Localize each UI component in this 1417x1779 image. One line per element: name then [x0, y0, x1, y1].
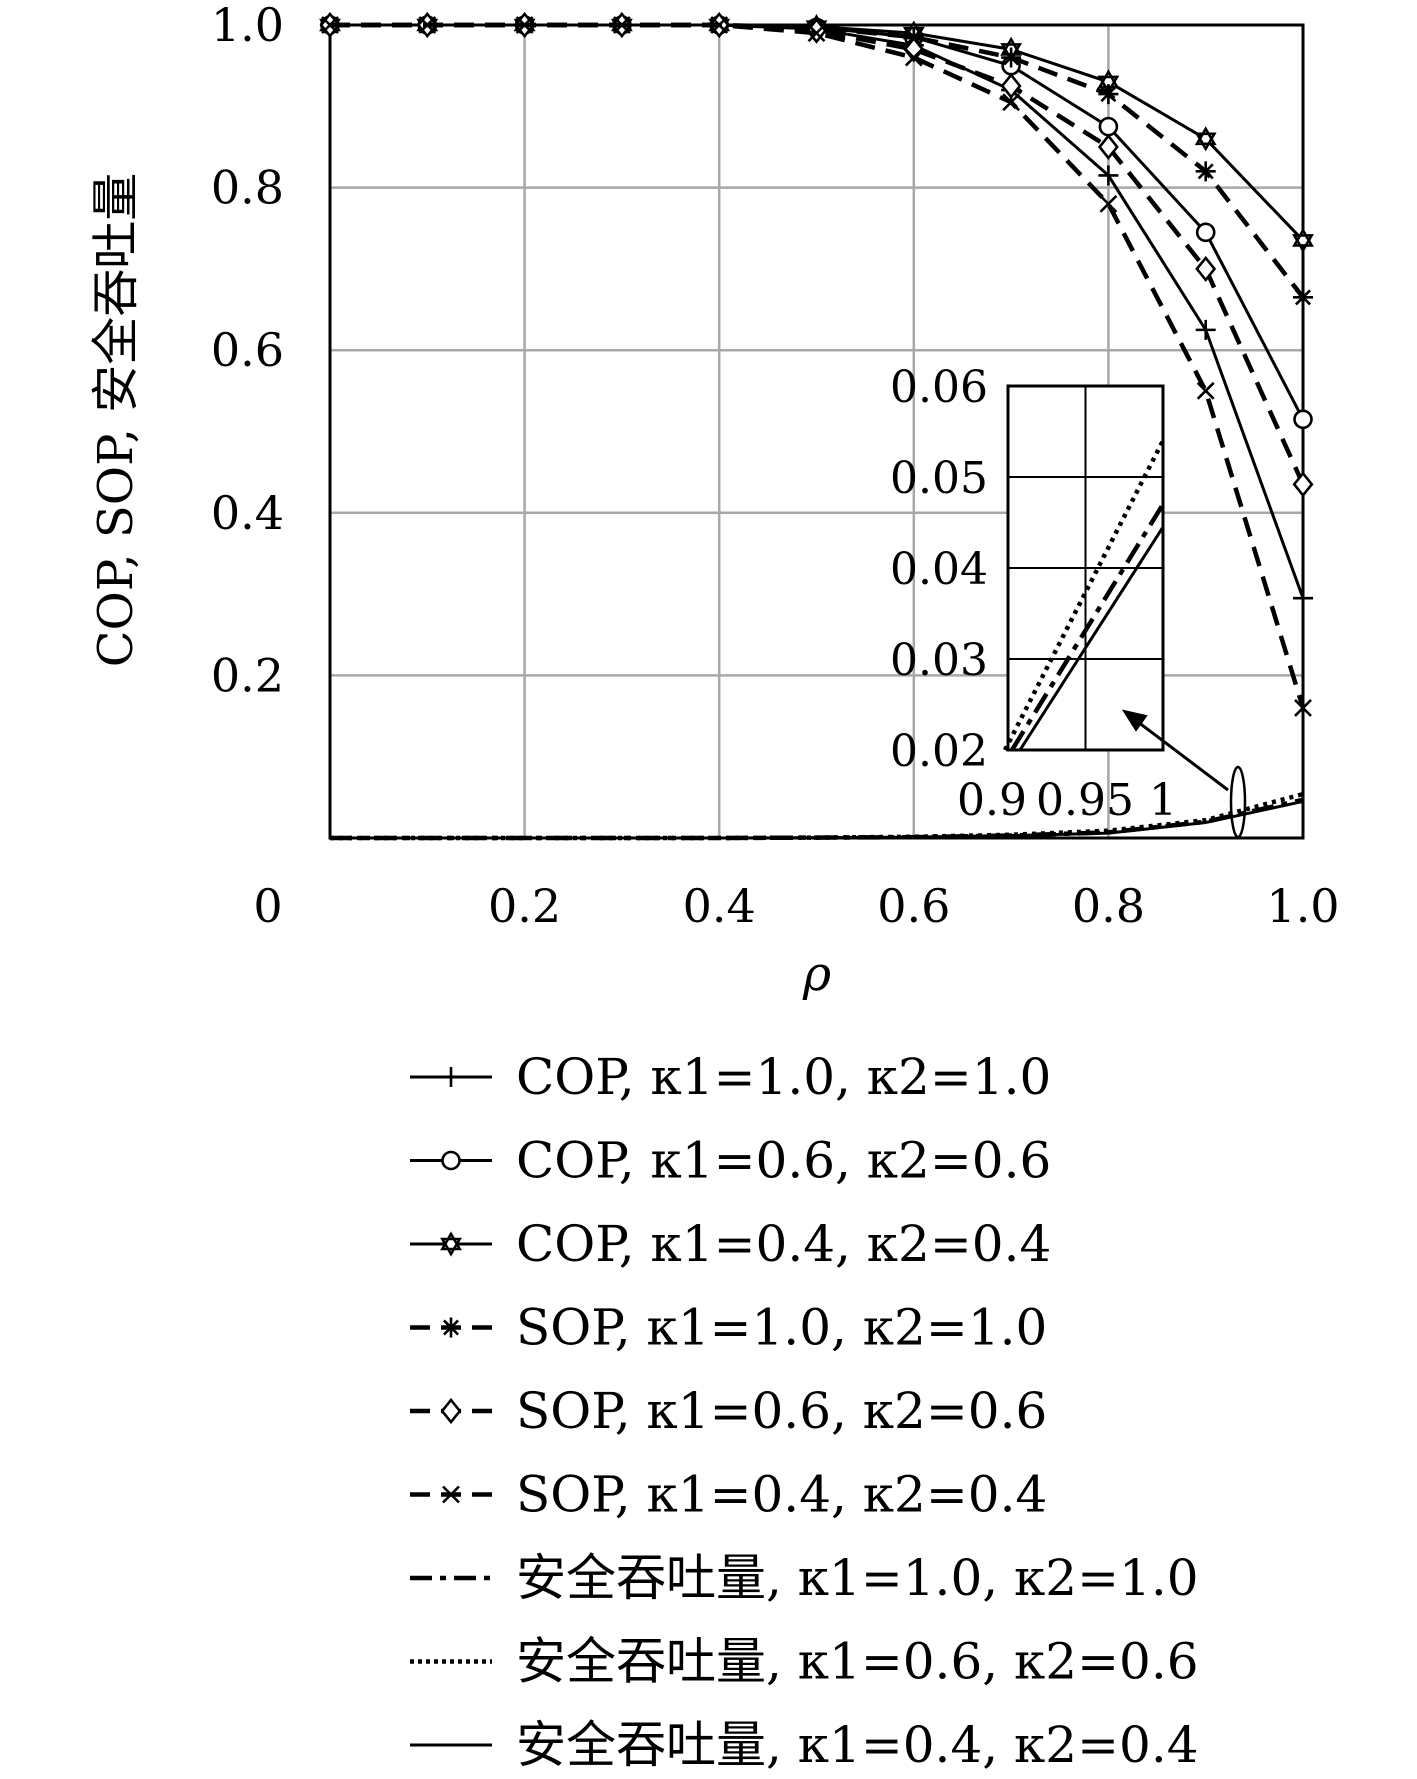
- legend-item: SOP, κ1=0.6, κ2=0.6: [410, 1382, 1047, 1440]
- y-tick-label: 1.0: [211, 0, 284, 52]
- zoom-arrow: [1137, 720, 1229, 792]
- data-point: [1196, 381, 1215, 400]
- y-tick-label: 0.2: [211, 648, 284, 702]
- inset-series-line: [1002, 439, 1166, 752]
- series-line: [330, 23, 1305, 420]
- legend-item: 安全吞吐量, κ1=0.4, κ2=0.4: [410, 1716, 1199, 1774]
- legend-label: COP, κ1=0.4, κ2=0.4: [516, 1215, 1051, 1273]
- data-point: [1098, 84, 1119, 105]
- data-point: [1195, 255, 1217, 282]
- data-point: [1001, 47, 1022, 68]
- legend-label: 安全吞吐量, κ1=0.4, κ2=0.4: [516, 1716, 1199, 1774]
- data-point: [612, 16, 631, 34]
- inset-x-tick-label: 0.9: [957, 775, 1027, 826]
- inset-x-tick-label: 1: [1149, 775, 1177, 826]
- data-point: [1292, 471, 1314, 498]
- x-axis-label: ρ: [802, 946, 831, 1002]
- inset-y-tick-label: 0.02: [890, 726, 988, 777]
- inset-zoom: 0.02 0.03 0.04 0.05 0.06 0.9 0.95 1: [890, 362, 1229, 826]
- inset-y-tick-label: 0.06: [890, 362, 988, 413]
- y-tick-label: 0.8: [211, 161, 284, 215]
- x-tick-label: 1.0: [1266, 879, 1339, 933]
- x-tick-label: 0.2: [488, 879, 561, 933]
- data-point: [440, 1231, 462, 1257]
- legend-label: 安全吞吐量, κ1=1.0, κ2=1.0: [516, 1549, 1199, 1607]
- data-point: [442, 1485, 460, 1504]
- legend-item: 安全吞吐量, κ1=1.0, κ2=1.0: [410, 1549, 1199, 1607]
- data-point: [1292, 227, 1314, 254]
- data-point: [904, 48, 923, 67]
- data-point: [1293, 588, 1313, 609]
- data-point: [441, 1150, 461, 1171]
- zoom-ellipse: [1229, 765, 1247, 839]
- legend-label: SOP, κ1=0.4, κ2=0.4: [516, 1466, 1047, 1524]
- x-tick-label: 0.6: [877, 879, 950, 933]
- legend-label: SOP, κ1=1.0, κ2=1.0: [516, 1299, 1047, 1357]
- data-point: [807, 24, 826, 43]
- inset-y-tick-label: 0.04: [890, 544, 988, 595]
- y-axis-label: COP, SOP, 安全吞吐量: [88, 173, 144, 668]
- legend: COP, κ1=1.0, κ2=1.0 COP, κ1=0.6, κ2=0.6 CO…: [410, 1048, 1199, 1774]
- zoom-arrow-head: [1121, 709, 1148, 732]
- legend-label: COP, κ1=0.6, κ2=0.6: [516, 1132, 1051, 1190]
- data-point: [1002, 93, 1021, 112]
- data-point: [441, 1067, 461, 1087]
- data-point: [441, 1317, 461, 1338]
- inset-series-line: [1010, 503, 1165, 752]
- x-tick-label: 0.4: [683, 879, 756, 933]
- data-point: [1294, 699, 1312, 717]
- legend-item: COP, κ1=0.6, κ2=0.6: [410, 1132, 1051, 1190]
- data-point: [1097, 133, 1119, 161]
- legend-item: SOP, κ1=0.4, κ2=0.4: [410, 1466, 1047, 1524]
- legend-label: COP, κ1=1.0, κ2=1.0: [516, 1048, 1051, 1106]
- data-point: [1293, 287, 1313, 308]
- y-tick-label: 0.4: [211, 486, 284, 540]
- series-line: [330, 22, 1305, 299]
- x-tick-label: 0.8: [1072, 879, 1145, 933]
- plot-area: [319, 11, 1314, 841]
- data-point: [1195, 222, 1216, 243]
- data-point: [710, 16, 729, 34]
- data-point: [1000, 72, 1022, 100]
- data-point: [515, 16, 534, 34]
- series-line: [330, 22, 1306, 709]
- legend-item: COP, κ1=0.4, κ2=0.4: [410, 1215, 1051, 1273]
- data-point: [440, 1397, 462, 1425]
- legend-label: 安全吞吐量, κ1=0.6, κ2=0.6: [516, 1633, 1199, 1691]
- legend-item: SOP, κ1=1.0, κ2=1.0: [410, 1299, 1047, 1357]
- tick-labels: 0 0.2 0.4 0.6 0.8 1.0 0.2 0.4 0.6 0.8 1.0: [211, 0, 1340, 933]
- data-point: [1099, 194, 1118, 213]
- data-point: [1098, 116, 1119, 137]
- x-tick-label: 0: [253, 879, 282, 933]
- data-point: [1098, 165, 1119, 186]
- inset-y-tick-label: 0.03: [890, 635, 988, 686]
- data-point: [418, 16, 437, 34]
- data-point: [1195, 161, 1216, 182]
- y-tick-label: 0.6: [211, 323, 284, 377]
- inset-series-line: [1018, 526, 1165, 751]
- legend-item: COP, κ1=1.0, κ2=1.0: [410, 1048, 1051, 1106]
- inset-x-tick-label: 0.95: [1036, 775, 1134, 826]
- legend-label: SOP, κ1=0.6, κ2=0.6: [516, 1382, 1047, 1440]
- data-point: [1195, 319, 1216, 340]
- series-line: [330, 799, 1304, 840]
- data-point: [1194, 126, 1217, 152]
- data-point: [1293, 409, 1313, 430]
- data-point: [321, 16, 339, 34]
- legend-item: 安全吞吐量, κ1=0.6, κ2=0.6: [410, 1633, 1199, 1691]
- inset-y-tick-label: 0.05: [890, 453, 988, 504]
